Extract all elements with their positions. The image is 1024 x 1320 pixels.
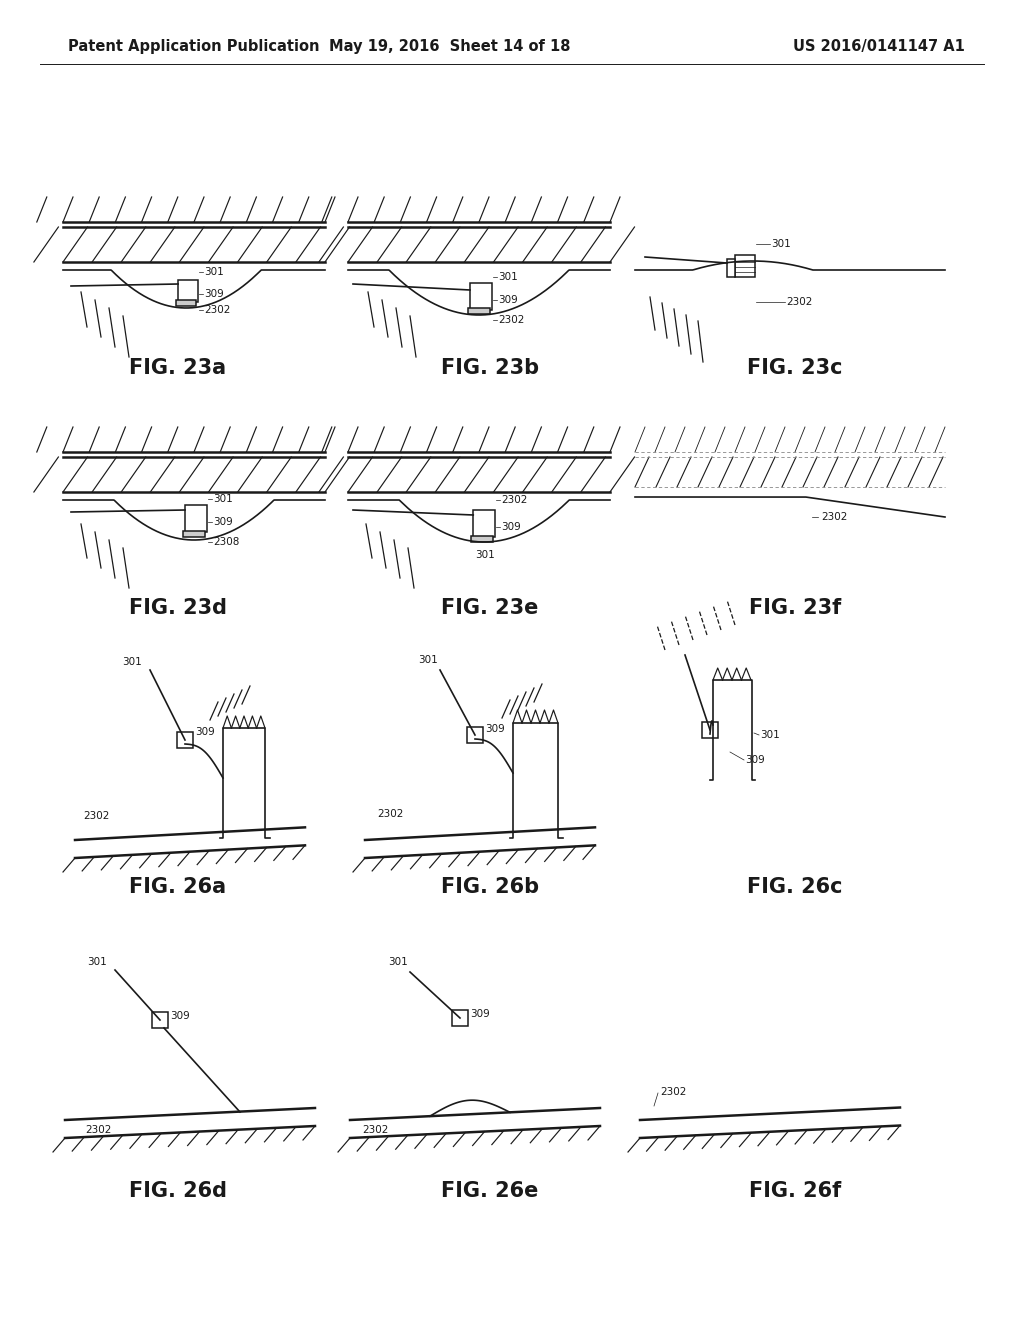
Text: 2302: 2302: [83, 810, 110, 821]
Text: FIG. 26b: FIG. 26b: [441, 876, 539, 898]
Text: FIG. 23f: FIG. 23f: [749, 598, 841, 618]
Text: 2308: 2308: [213, 537, 240, 546]
Bar: [183, 531, 205, 537]
Text: 301: 301: [418, 655, 437, 665]
Text: Patent Application Publication: Patent Application Publication: [68, 38, 319, 54]
Text: 301: 301: [475, 550, 495, 560]
Text: May 19, 2016  Sheet 14 of 18: May 19, 2016 Sheet 14 of 18: [330, 38, 570, 54]
Text: 2302: 2302: [498, 315, 524, 325]
Text: 301: 301: [388, 957, 408, 968]
Text: 309: 309: [498, 294, 518, 305]
Text: 2302: 2302: [660, 1086, 686, 1097]
Text: 301: 301: [213, 494, 232, 504]
Text: FIG. 23c: FIG. 23c: [748, 358, 843, 378]
Text: 309: 309: [195, 727, 215, 737]
Text: FIG. 26f: FIG. 26f: [749, 1181, 841, 1201]
Bar: [452, 1010, 468, 1026]
Bar: [727, 259, 735, 277]
Bar: [473, 510, 496, 537]
Text: FIG. 23a: FIG. 23a: [129, 358, 226, 378]
Text: 309: 309: [485, 723, 505, 734]
Bar: [178, 280, 198, 302]
Bar: [177, 733, 193, 748]
Text: US 2016/0141147 A1: US 2016/0141147 A1: [794, 38, 965, 54]
Text: 2302: 2302: [786, 297, 812, 308]
Text: 309: 309: [213, 517, 232, 527]
Text: 309: 309: [745, 755, 765, 766]
Text: 309: 309: [470, 1008, 489, 1019]
Text: 2302: 2302: [377, 809, 403, 818]
Text: FIG. 26a: FIG. 26a: [129, 876, 226, 898]
Text: 2302: 2302: [501, 495, 527, 506]
Bar: [470, 282, 492, 310]
Text: 301: 301: [760, 730, 779, 741]
Text: 301: 301: [204, 267, 224, 277]
Text: 301: 301: [771, 239, 791, 249]
Bar: [468, 308, 490, 314]
Text: 309: 309: [170, 1011, 189, 1020]
Text: FIG. 26e: FIG. 26e: [441, 1181, 539, 1201]
Bar: [702, 722, 718, 738]
Text: 2302: 2302: [204, 305, 230, 315]
Bar: [471, 536, 494, 543]
Text: FIG. 23e: FIG. 23e: [441, 598, 539, 618]
Text: FIG. 26c: FIG. 26c: [748, 876, 843, 898]
Text: 301: 301: [498, 272, 518, 282]
Bar: [185, 506, 207, 532]
Text: FIG. 23d: FIG. 23d: [129, 598, 227, 618]
Bar: [735, 255, 755, 277]
Text: 309: 309: [501, 521, 521, 532]
Bar: [176, 300, 197, 306]
Text: 2302: 2302: [85, 1125, 112, 1135]
Text: 301: 301: [87, 957, 106, 968]
Text: 2302: 2302: [362, 1125, 388, 1135]
Bar: [152, 1012, 168, 1028]
Text: 2302: 2302: [821, 512, 848, 521]
Text: 309: 309: [204, 289, 224, 300]
Text: FIG. 23b: FIG. 23b: [441, 358, 539, 378]
Text: FIG. 26d: FIG. 26d: [129, 1181, 227, 1201]
Bar: [467, 727, 483, 743]
Text: 301: 301: [122, 657, 141, 667]
